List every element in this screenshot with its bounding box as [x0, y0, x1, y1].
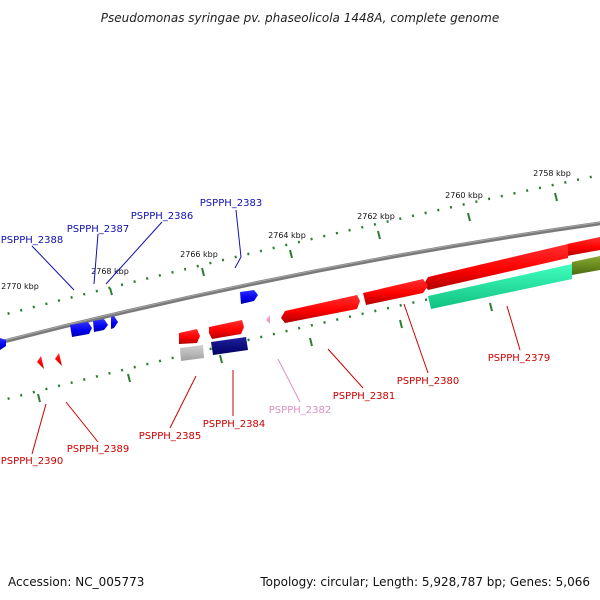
gene-arrow	[179, 329, 200, 344]
gene-label[interactable]: PSPPH_2386	[131, 211, 193, 222]
feature-block	[211, 337, 248, 355]
gene-arrow	[281, 295, 360, 323]
gene-label[interactable]: PSPPH_2383	[200, 198, 262, 209]
gene-arrow	[70, 322, 92, 337]
leader-lines	[31, 209, 521, 455]
gene-label[interactable]: PSPPH_2381	[333, 391, 395, 402]
gene-label[interactable]: PSPPH_2384	[203, 419, 265, 430]
genome-summary-text: Topology: circular; Length: 5,928,787 bp…	[259, 575, 590, 589]
gene-label[interactable]: PSPPH_2382	[269, 405, 331, 416]
pseudogene-arrow	[266, 315, 270, 324]
gene-arrow	[37, 356, 44, 369]
scale-label: 2764 kbp	[268, 231, 306, 240]
scale-label: 2768 kbp	[91, 267, 129, 276]
gene-arrow	[424, 244, 568, 290]
feature-block	[180, 345, 204, 361]
gene-arrow	[240, 290, 258, 304]
scale-label: 2760 kbp	[445, 191, 483, 200]
secondary-features	[37, 256, 600, 369]
genome-backbone-highlight	[0, 221, 600, 342]
inner-scale-ticks	[0, 261, 600, 403]
scale-label: 2770 kbp	[1, 282, 39, 291]
gene-label[interactable]: PSPPH_2388	[1, 235, 63, 246]
outer-scale-ticks	[0, 173, 600, 318]
gene-arrow	[0, 338, 6, 350]
map-title: Pseudomonas syringae pv. phaseolicola 14…	[101, 11, 499, 25]
gene-label[interactable]: PSPPH_2379	[488, 353, 550, 364]
gene-arrow	[55, 353, 62, 366]
gene-arrow	[567, 237, 600, 256]
accession-text: Accession: NC_005773	[8, 575, 144, 589]
genome-backbone	[0, 221, 600, 345]
gene-labels: PSPPH_2379 PSPPH_2380 PSPPH_2381 PSPPH_2…	[1, 198, 550, 467]
gene-label[interactable]: PSPPH_2385	[139, 431, 201, 442]
gene-arrow	[363, 279, 428, 305]
gene-label[interactable]: PSPPH_2389	[67, 444, 129, 455]
gene-label[interactable]: PSPPH_2380	[397, 376, 459, 387]
feature-block	[572, 256, 600, 275]
forward-strand-features	[0, 237, 600, 350]
scale-label: 2762 kbp	[357, 212, 395, 221]
feature-block	[428, 264, 572, 309]
gene-arrow	[93, 319, 108, 332]
scale-label: 2766 kbp	[180, 250, 218, 259]
gene-arrow	[111, 316, 118, 329]
gene-label[interactable]: PSPPH_2387	[67, 224, 129, 235]
gene-arrow	[209, 320, 244, 339]
scale-label: 2758 kbp	[533, 169, 571, 178]
gene-label[interactable]: PSPPH_2390	[1, 456, 63, 467]
